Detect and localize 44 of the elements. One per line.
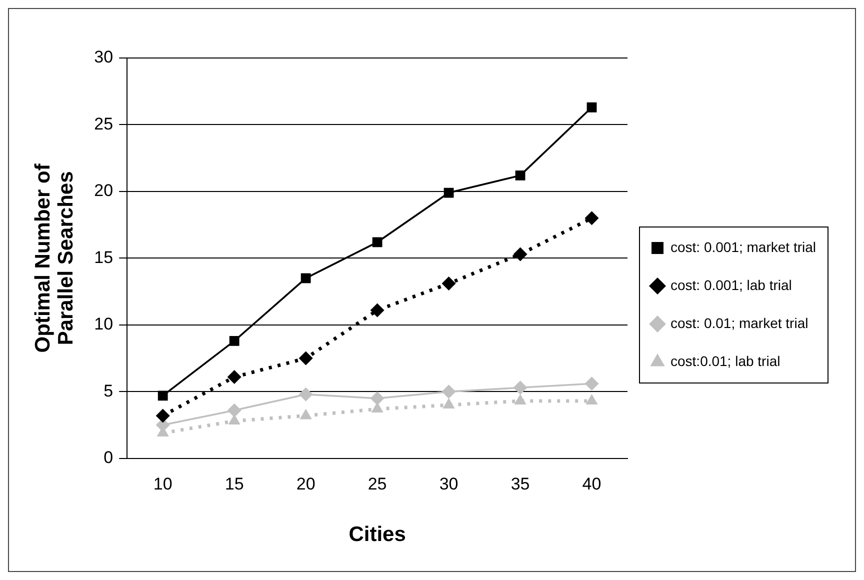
point — [442, 398, 455, 409]
y-tick-label: 10 — [94, 314, 114, 334]
legend-label: cost: 0.001; lab trial — [670, 276, 792, 293]
legend-label: cost: 0.001; market trial — [670, 238, 816, 255]
point — [229, 336, 240, 346]
point — [584, 211, 599, 226]
point — [370, 391, 384, 406]
point — [442, 276, 456, 291]
x-tick-label: 35 — [510, 474, 530, 494]
point — [584, 376, 599, 391]
point — [298, 387, 313, 402]
point — [300, 408, 312, 420]
point — [514, 394, 526, 405]
x-tick-label: 10 — [153, 474, 172, 494]
point — [298, 351, 313, 366]
point — [442, 384, 456, 399]
x-tick-label: 15 — [224, 474, 244, 494]
point — [586, 102, 597, 112]
point — [515, 170, 526, 180]
point — [444, 188, 454, 198]
y-tick-label: 15 — [94, 248, 114, 267]
x-tick-label: 40 — [582, 474, 602, 494]
point — [227, 370, 242, 384]
y-tick-label: 25 — [94, 114, 114, 134]
point — [227, 403, 242, 418]
point — [586, 394, 598, 405]
point — [300, 273, 311, 284]
point — [513, 380, 528, 395]
point — [158, 390, 168, 401]
point — [370, 303, 384, 318]
x-axis-title: Cities — [348, 523, 406, 546]
y-tick-label: 20 — [94, 181, 114, 200]
x-tick-label: 25 — [368, 474, 387, 494]
point — [156, 408, 170, 423]
legend-label: cost: 0.01; market trial — [670, 314, 808, 331]
x-tick-label: 30 — [439, 474, 458, 494]
y-tick-label: 0 — [104, 448, 114, 468]
legend-label: cost:0.01; lab trial — [670, 352, 780, 369]
y-tick-label: 5 — [104, 381, 114, 400]
point — [513, 247, 528, 262]
x-tick-label: 20 — [296, 474, 316, 494]
point — [372, 237, 382, 248]
y-axis-title: Optimal Number of Parallel Searches — [31, 162, 78, 353]
y-tick-label: 30 — [94, 48, 114, 67]
